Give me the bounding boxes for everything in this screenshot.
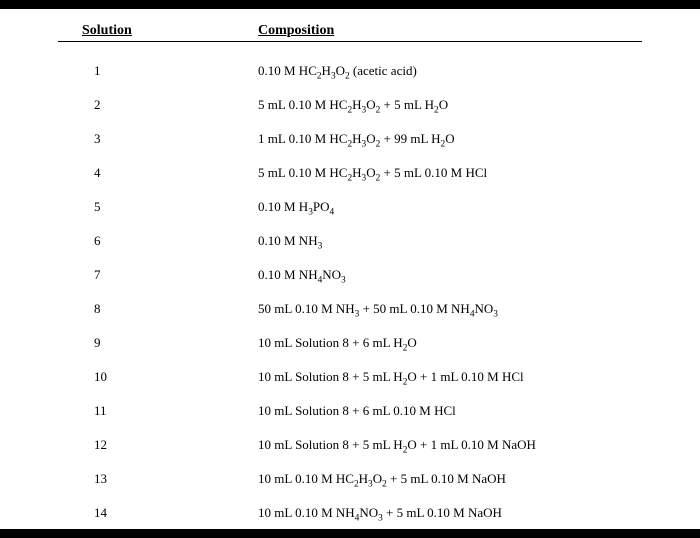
cell-solution: 1 xyxy=(58,63,258,79)
table-header-row: Solution Composition xyxy=(58,23,642,42)
cell-composition: 5 mL 0.10 M HC2H3O2 + 5 mL H2O xyxy=(258,97,642,113)
cell-composition: 10 mL Solution 8 + 5 mL H2O + 1 mL 0.10 … xyxy=(258,369,642,385)
table-body: 10.10 M HC2H3O2 (acetic acid)25 mL 0.10 … xyxy=(58,54,642,530)
table-row: 1310 mL 0.10 M HC2H3O2 + 5 mL 0.10 M NaO… xyxy=(58,462,642,496)
cell-composition: 10 mL 0.10 M NH4NO3 + 5 mL 0.10 M NaOH xyxy=(258,505,642,521)
document-page: Solution Composition 10.10 M HC2H3O2 (ac… xyxy=(0,9,700,529)
table-row: 1110 mL Solution 8 + 6 mL 0.10 M HCl xyxy=(58,394,642,428)
table-row: 31 mL 0.10 M HC2H3O2 + 99 mL H2O xyxy=(58,122,642,156)
solutions-table: Solution Composition 10.10 M HC2H3O2 (ac… xyxy=(58,23,642,530)
cell-solution: 9 xyxy=(58,335,258,351)
cell-solution: 7 xyxy=(58,267,258,283)
cell-solution: 3 xyxy=(58,131,258,147)
cell-solution: 14 xyxy=(58,505,258,521)
table-row: 45 mL 0.10 M HC2H3O2 + 5 mL 0.10 M HCl xyxy=(58,156,642,190)
table-row: 850 mL 0.10 M NH3 + 50 mL 0.10 M NH4NO3 xyxy=(58,292,642,326)
cell-solution: 13 xyxy=(58,471,258,487)
cell-solution: 2 xyxy=(58,97,258,113)
table-row: 25 mL 0.10 M HC2H3O2 + 5 mL H2O xyxy=(58,88,642,122)
table-row: 60.10 M NH3 xyxy=(58,224,642,258)
cell-solution: 8 xyxy=(58,301,258,317)
cell-composition: 10 mL Solution 8 + 6 mL 0.10 M HCl xyxy=(258,403,642,419)
cell-solution: 12 xyxy=(58,437,258,453)
header-composition: Composition xyxy=(258,23,642,39)
table-row: 70.10 M NH4NO3 xyxy=(58,258,642,292)
table-row: 910 mL Solution 8 + 6 mL H2O xyxy=(58,326,642,360)
cell-composition: 10 mL Solution 8 + 6 mL H2O xyxy=(258,335,642,351)
cell-solution: 11 xyxy=(58,403,258,419)
cell-composition: 50 mL 0.10 M NH3 + 50 mL 0.10 M NH4NO3 xyxy=(258,301,642,317)
table-row: 50.10 M H3PO4 xyxy=(58,190,642,224)
cell-composition: 0.10 M HC2H3O2 (acetic acid) xyxy=(258,63,642,79)
table-row: 1010 mL Solution 8 + 5 mL H2O + 1 mL 0.1… xyxy=(58,360,642,394)
table-row: 1210 mL Solution 8 + 5 mL H2O + 1 mL 0.1… xyxy=(58,428,642,462)
cell-composition: 10 mL Solution 8 + 5 mL H2O + 1 mL 0.10 … xyxy=(258,437,642,453)
cell-composition: 0.10 M NH4NO3 xyxy=(258,267,642,283)
cell-composition: 0.10 M H3PO4 xyxy=(258,199,642,215)
cell-composition: 5 mL 0.10 M HC2H3O2 + 5 mL 0.10 M HCl xyxy=(258,165,642,181)
table-row: 10.10 M HC2H3O2 (acetic acid) xyxy=(58,54,642,88)
cell-composition: 1 mL 0.10 M HC2H3O2 + 99 mL H2O xyxy=(258,131,642,147)
cell-composition: 10 mL 0.10 M HC2H3O2 + 5 mL 0.10 M NaOH xyxy=(258,471,642,487)
cell-composition: 0.10 M NH3 xyxy=(258,233,642,249)
cell-solution: 10 xyxy=(58,369,258,385)
cell-solution: 4 xyxy=(58,165,258,181)
table-row: 1410 mL 0.10 M NH4NO3 + 5 mL 0.10 M NaOH xyxy=(58,496,642,530)
cell-solution: 6 xyxy=(58,233,258,249)
header-solution: Solution xyxy=(58,23,258,39)
cell-solution: 5 xyxy=(58,199,258,215)
